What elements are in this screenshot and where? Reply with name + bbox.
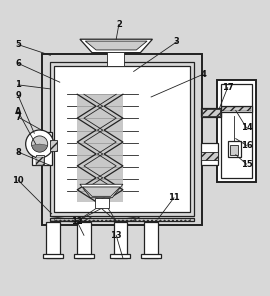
Bar bbox=[50, 140, 57, 151]
Bar bbox=[217, 80, 256, 181]
Bar bbox=[110, 254, 130, 258]
Text: 10: 10 bbox=[12, 176, 24, 185]
Bar bbox=[95, 198, 109, 208]
Text: 11: 11 bbox=[168, 193, 180, 202]
Bar bbox=[201, 152, 218, 160]
Bar bbox=[55, 66, 190, 213]
Bar bbox=[107, 52, 124, 66]
Polygon shape bbox=[77, 130, 123, 142]
Text: 5: 5 bbox=[15, 40, 21, 49]
Bar bbox=[43, 254, 63, 258]
Bar bbox=[202, 109, 220, 116]
Text: 2: 2 bbox=[116, 20, 122, 29]
Text: 1: 1 bbox=[15, 81, 21, 89]
Polygon shape bbox=[77, 142, 123, 154]
Circle shape bbox=[26, 130, 54, 158]
Bar bbox=[221, 83, 252, 178]
Bar bbox=[36, 155, 44, 165]
Bar bbox=[201, 108, 221, 117]
Text: 17: 17 bbox=[222, 83, 234, 92]
Text: 4: 4 bbox=[201, 70, 207, 79]
Polygon shape bbox=[77, 166, 123, 178]
Polygon shape bbox=[77, 190, 123, 202]
Bar bbox=[222, 107, 251, 111]
Text: 16: 16 bbox=[241, 141, 252, 150]
Text: 13: 13 bbox=[110, 231, 122, 240]
Text: 12: 12 bbox=[71, 217, 83, 226]
Bar bbox=[50, 62, 194, 216]
Polygon shape bbox=[77, 178, 123, 190]
Bar bbox=[113, 222, 127, 258]
Bar bbox=[32, 132, 52, 165]
Bar bbox=[77, 222, 91, 258]
Bar bbox=[55, 218, 190, 221]
Polygon shape bbox=[80, 39, 153, 53]
Bar bbox=[144, 222, 158, 258]
Text: 7: 7 bbox=[15, 112, 21, 122]
Polygon shape bbox=[77, 106, 123, 118]
Bar bbox=[50, 218, 194, 221]
Bar bbox=[201, 143, 218, 165]
Text: 6: 6 bbox=[15, 59, 21, 68]
Bar bbox=[141, 254, 161, 258]
Polygon shape bbox=[77, 118, 123, 130]
Text: 14: 14 bbox=[241, 123, 252, 132]
Text: A: A bbox=[15, 107, 21, 116]
Circle shape bbox=[32, 136, 48, 152]
Bar bbox=[228, 141, 241, 157]
Bar bbox=[36, 157, 44, 165]
Bar bbox=[230, 145, 238, 155]
Polygon shape bbox=[77, 154, 123, 166]
Polygon shape bbox=[80, 184, 123, 198]
Wedge shape bbox=[32, 144, 48, 152]
Bar bbox=[42, 54, 202, 225]
Text: 8: 8 bbox=[15, 147, 21, 157]
Text: 3: 3 bbox=[174, 37, 180, 46]
Bar bbox=[74, 254, 94, 258]
Bar bbox=[221, 106, 252, 112]
Text: 9: 9 bbox=[15, 91, 21, 100]
Bar bbox=[46, 222, 60, 258]
Polygon shape bbox=[83, 187, 120, 196]
Polygon shape bbox=[77, 94, 123, 106]
Text: 15: 15 bbox=[241, 160, 252, 169]
Polygon shape bbox=[85, 41, 147, 50]
